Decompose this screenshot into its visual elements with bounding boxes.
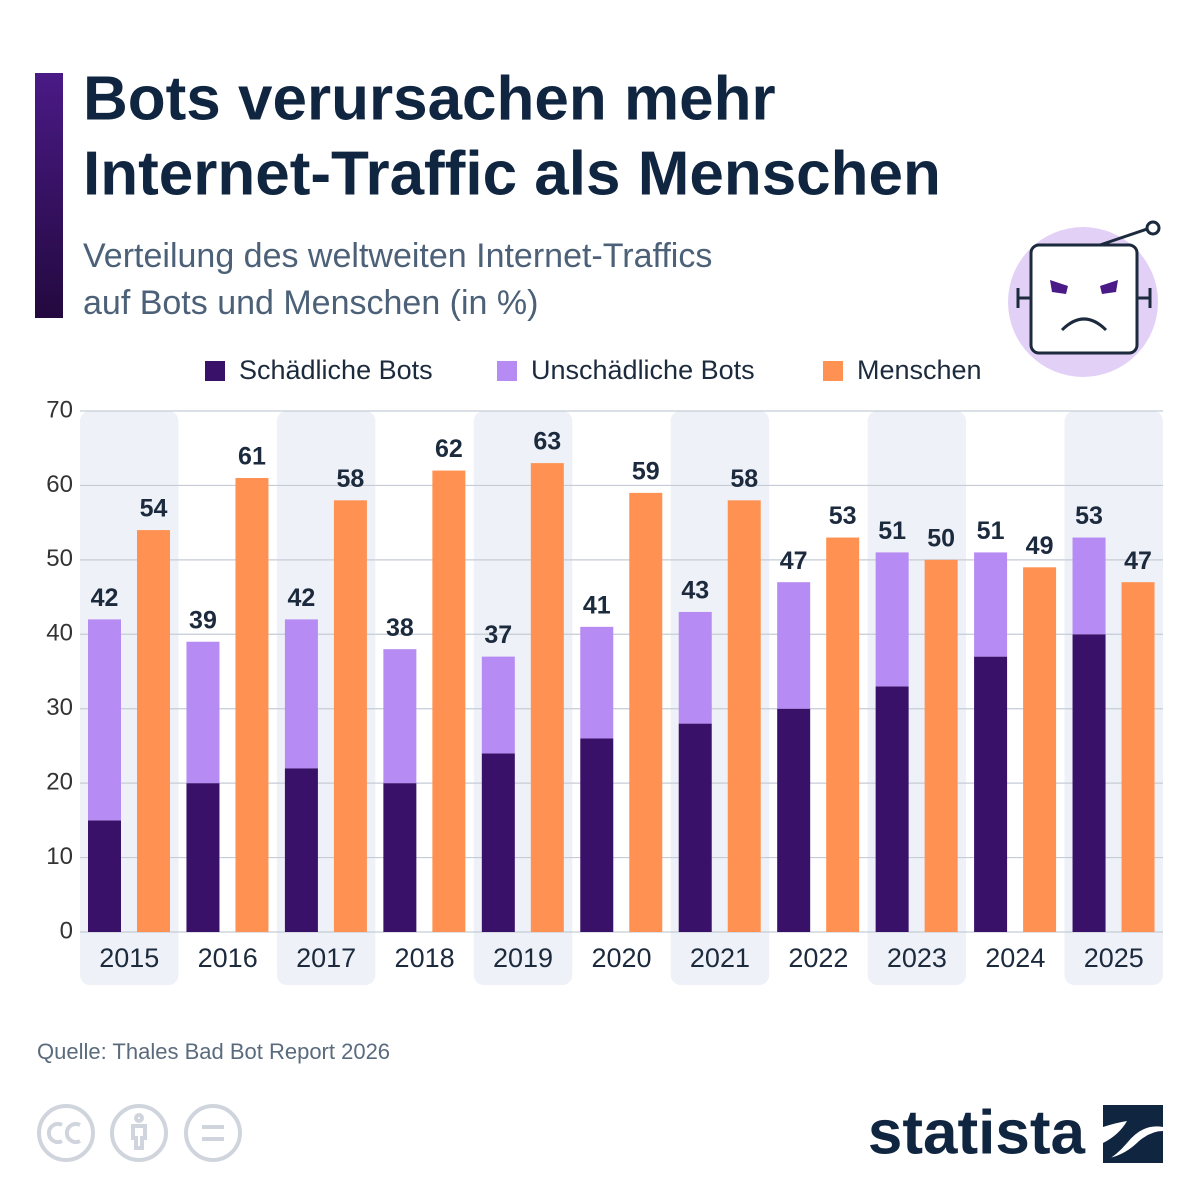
bar-segment [678, 611, 712, 724]
y-tick-label: 70 [46, 396, 73, 423]
bar [235, 477, 269, 932]
legend-swatch [823, 361, 843, 381]
data-label: 63 [533, 428, 561, 456]
data-label: 53 [1075, 502, 1103, 530]
legend-swatch [497, 361, 517, 381]
data-label: 38 [386, 614, 414, 642]
y-tick-label: 10 [46, 843, 73, 870]
bar-segment [875, 686, 909, 932]
y-tick-label: 40 [46, 620, 73, 647]
bar-segment [777, 708, 811, 932]
y-tick-label: 30 [46, 694, 73, 721]
logo-mark [1103, 1105, 1163, 1163]
y-tick-label: 0 [60, 917, 73, 944]
x-tick-label: 2020 [591, 943, 651, 973]
data-label: 37 [484, 621, 512, 649]
x-tick-label: 2022 [788, 943, 848, 973]
bar-segment [678, 723, 712, 932]
data-label: 58 [337, 465, 365, 493]
data-label: 59 [632, 457, 660, 485]
bar [826, 537, 860, 932]
bar [530, 463, 564, 932]
bar [629, 492, 663, 932]
legend-label: Unschädliche Bots [531, 355, 755, 385]
bar-segment [481, 753, 515, 932]
data-label: 43 [681, 577, 709, 605]
chart-title: Internet-Traffic als Menschen [83, 139, 941, 208]
data-label: 42 [288, 584, 316, 612]
legend-swatch [205, 361, 225, 381]
legend-label: Schädliche Bots [239, 355, 433, 385]
data-label: 39 [189, 606, 217, 634]
data-label: 49 [1026, 532, 1054, 560]
data-label: 41 [583, 591, 611, 619]
data-label: 51 [878, 517, 906, 545]
bar-segment [974, 656, 1008, 932]
chart-title: Bots verursachen mehr [83, 64, 776, 133]
accent-bar [35, 73, 63, 318]
bar [924, 559, 958, 932]
bar-segment [284, 768, 318, 932]
y-tick-label: 60 [46, 471, 73, 498]
bar [1023, 567, 1057, 932]
robot-icon [1008, 220, 1161, 377]
x-tick-label: 2016 [198, 943, 258, 973]
bar-segment [383, 783, 417, 932]
bar-segment [875, 552, 909, 687]
bar-segment [284, 619, 318, 769]
legend-label: Menschen [857, 355, 982, 385]
bar [727, 500, 761, 932]
data-label: 61 [238, 443, 266, 471]
data-label: 54 [140, 495, 168, 523]
source: Quelle: Thales Bad Bot Report 2026 [37, 1039, 390, 1064]
data-label: 62 [435, 435, 463, 463]
bar-segment [580, 738, 614, 932]
bar [1121, 582, 1155, 932]
bar-segment [1072, 634, 1106, 932]
data-label: 53 [829, 502, 857, 530]
bar [333, 500, 367, 932]
bar-segment [481, 656, 515, 754]
bar-segment [88, 619, 121, 821]
bar-segment [777, 582, 811, 709]
data-label: 42 [91, 584, 119, 612]
bar [432, 470, 466, 932]
bar-segment [1072, 537, 1106, 635]
x-tick-label: 2019 [493, 943, 553, 973]
data-label: 47 [1124, 547, 1152, 575]
x-tick-label: 2023 [887, 943, 947, 973]
x-tick-label: 2017 [296, 943, 356, 973]
x-tick-label: 2024 [985, 943, 1045, 973]
y-tick-label: 20 [46, 768, 73, 795]
x-tick-label: 2025 [1084, 943, 1144, 973]
chart-subtitle: auf Bots und Menschen (in %) [83, 284, 538, 322]
bar-segment [186, 641, 220, 784]
bar-segment [974, 552, 1008, 657]
x-tick-label: 2018 [395, 943, 455, 973]
data-label: 47 [780, 547, 808, 575]
x-tick-label: 2021 [690, 943, 750, 973]
logo: statista [868, 1098, 1086, 1167]
y-tick-label: 50 [46, 545, 73, 572]
data-label: 51 [977, 517, 1005, 545]
chart-subtitle: Verteilung des weltweiten Internet-Traff… [83, 237, 712, 275]
x-tick-label: 2015 [99, 943, 159, 973]
license-icons [37, 1104, 242, 1162]
bar-segment [580, 626, 614, 739]
data-label: 58 [730, 465, 758, 493]
bar [137, 530, 170, 932]
bar-segment [383, 649, 417, 784]
bar-segment [88, 820, 121, 932]
bar-segment [186, 783, 220, 932]
data-label: 50 [927, 524, 955, 552]
